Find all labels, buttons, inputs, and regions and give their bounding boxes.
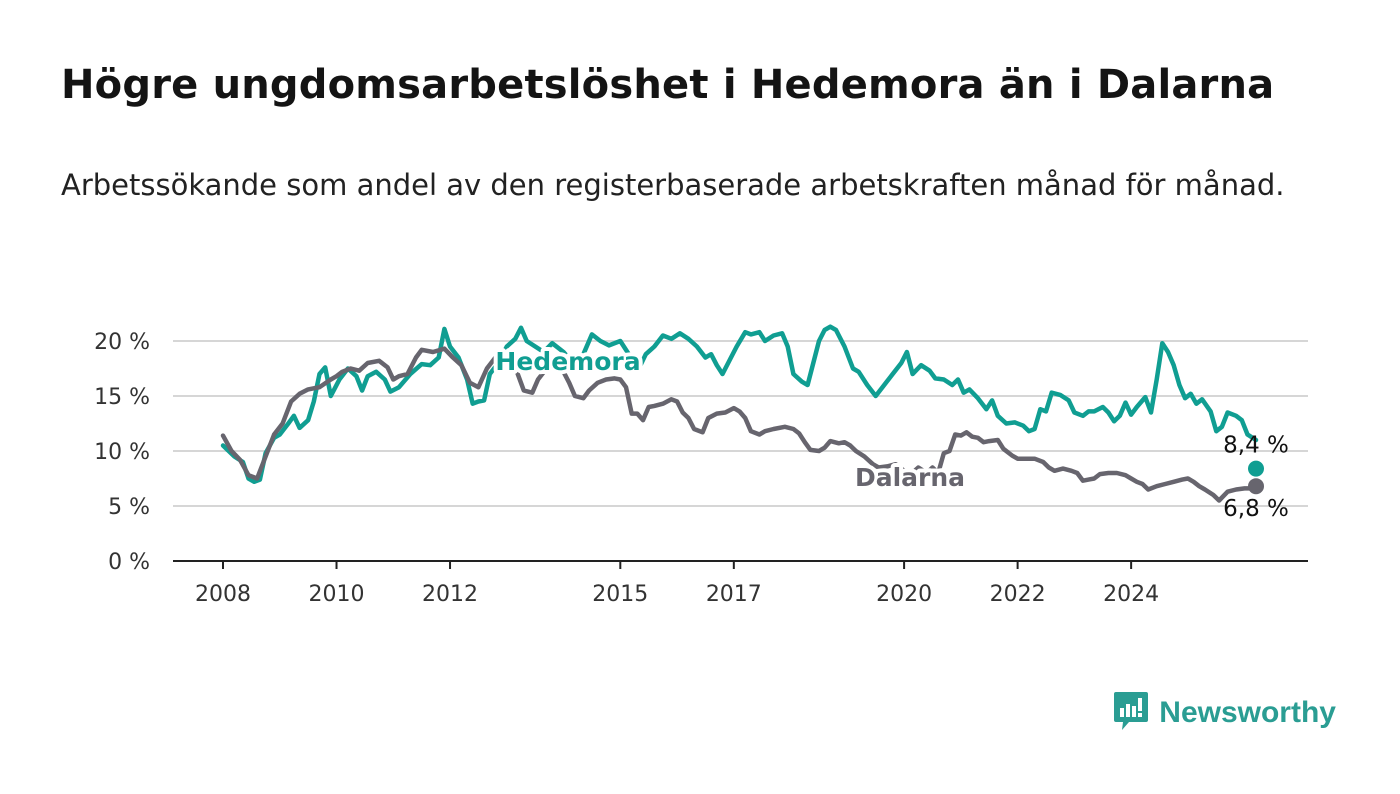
bar-chart-bubble-icon [1113,690,1149,736]
y-axis-ticks: 0 % 5 % 10 % 15 % 20 % [94,330,150,575]
series-name-hedemora: Hedemora [495,347,640,376]
x-tick-label: 2017 [706,582,762,607]
x-tick-label: 2008 [195,582,251,607]
end-label-hedemora: 8,4 % [1223,433,1289,459]
chart-title: Högre ungdomsarbetslöshet i Hedemora än … [61,62,1275,108]
y-tick-label: 5 % [108,495,150,520]
series-labels: 8,4 % 6,8 % Hedemora Dalarna [491,343,1289,522]
x-axis: 2008 2010 2012 2015 2017 2020 2022 2024 [173,560,1308,607]
series-line-hedemora [220,324,1259,485]
end-label-dalarna: 6,8 % [1223,496,1289,522]
end-marker-dalarna [1248,478,1264,495]
chart-subtitle: Arbetssökande som andel av den registerb… [61,168,1285,202]
x-tick-label: 2020 [876,582,932,607]
x-tick-label: 2024 [1103,582,1159,607]
x-tick-label: 2015 [592,582,648,607]
y-tick-label: 0 % [108,550,150,575]
y-tick-label: 20 % [94,330,150,355]
y-tick-label: 10 % [94,440,150,465]
x-tick-label: 2022 [990,582,1046,607]
x-tick-label: 2010 [309,582,365,607]
series-lines [220,324,1264,503]
y-tick-label: 15 % [94,385,150,410]
brand-name: Newsworthy [1159,696,1336,729]
series-line-dalarna [220,346,1259,503]
x-tick-label: 2012 [422,582,478,607]
end-marker-hedemora [1248,460,1264,477]
series-name-dalarna: Dalarna [855,463,965,492]
newsworthy-logo: Newsworthy [1113,690,1336,736]
